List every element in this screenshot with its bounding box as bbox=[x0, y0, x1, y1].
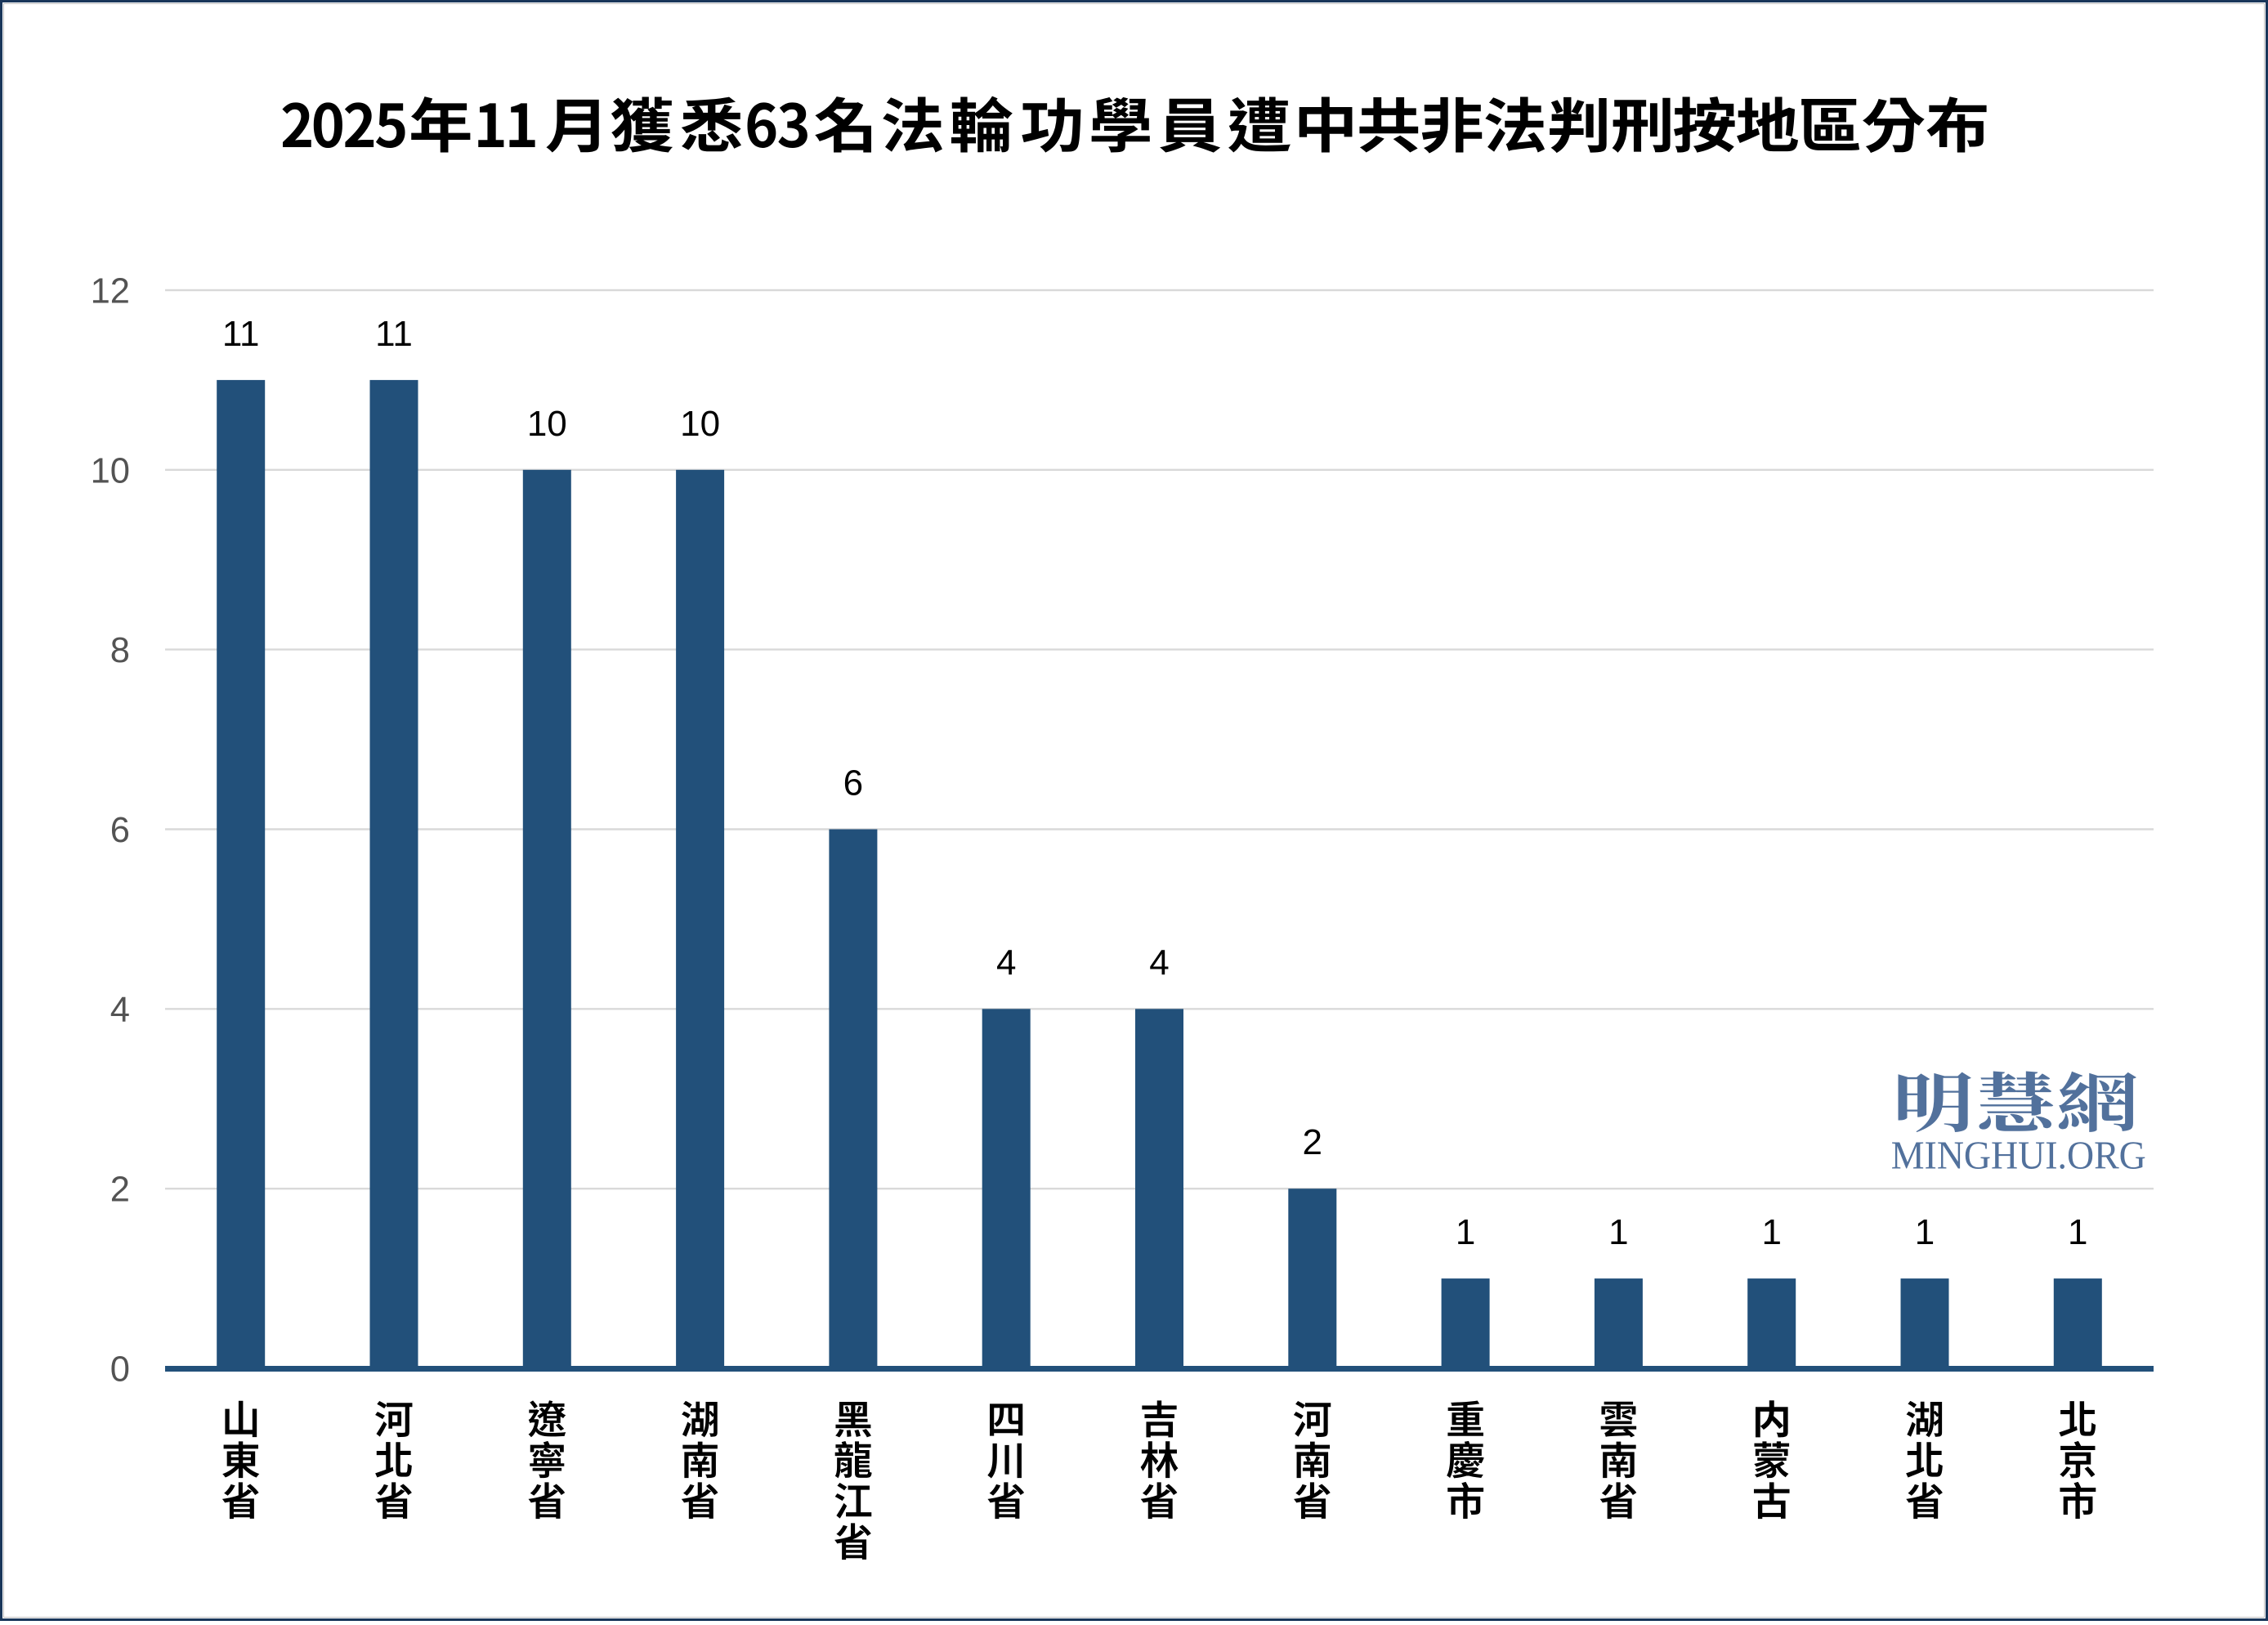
svg-text:4: 4 bbox=[996, 942, 1016, 983]
svg-text:6: 6 bbox=[110, 811, 130, 850]
svg-text:MINGHUI.ORG: MINGHUI.ORG bbox=[1891, 1135, 2146, 1178]
svg-text:11: 11 bbox=[375, 314, 413, 354]
svg-text:6: 6 bbox=[843, 763, 863, 804]
svg-text:4: 4 bbox=[1149, 942, 1169, 983]
svg-text:1: 1 bbox=[2068, 1212, 2087, 1252]
svg-text:8: 8 bbox=[110, 631, 130, 670]
svg-text:2: 2 bbox=[1303, 1122, 1322, 1162]
svg-text:10: 10 bbox=[680, 404, 720, 444]
svg-text:1: 1 bbox=[1608, 1212, 1628, 1252]
svg-text:0: 0 bbox=[110, 1350, 130, 1390]
svg-text:1: 1 bbox=[1456, 1212, 1475, 1252]
svg-text:10: 10 bbox=[91, 451, 130, 490]
svg-text:1: 1 bbox=[1915, 1212, 1935, 1252]
svg-text:11: 11 bbox=[222, 314, 260, 354]
svg-text:12: 12 bbox=[91, 272, 130, 311]
svg-text:1: 1 bbox=[1761, 1212, 1781, 1252]
svg-text:10: 10 bbox=[527, 404, 567, 444]
svg-text:2: 2 bbox=[110, 1171, 130, 1210]
svg-text:4: 4 bbox=[110, 991, 130, 1030]
